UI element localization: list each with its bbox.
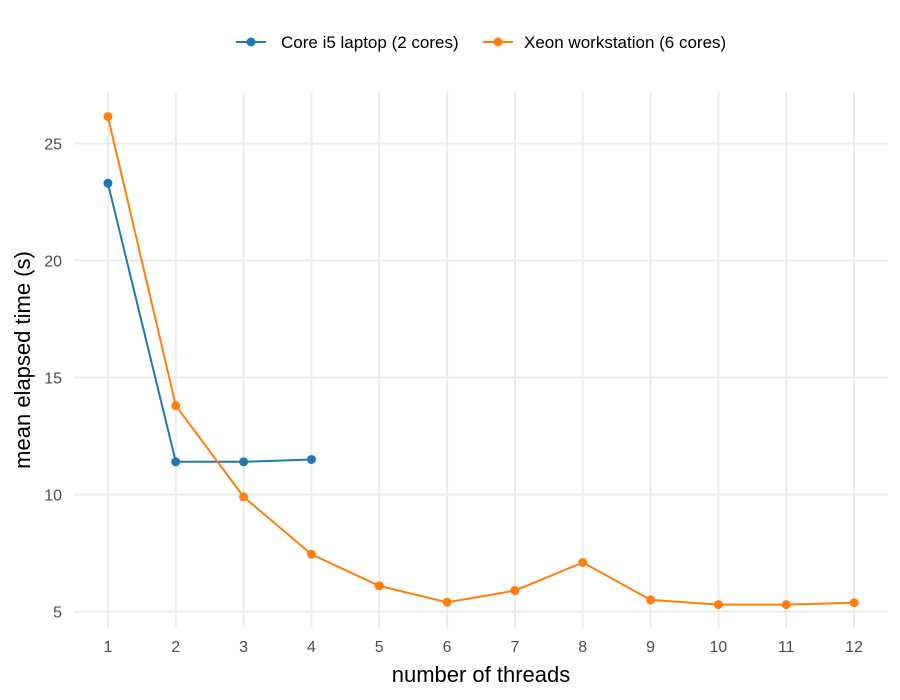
data-point [713,600,723,610]
legend-key-point [246,37,256,47]
series-line [106,116,855,606]
series-line [106,183,312,463]
data-point [646,595,656,605]
data-point [171,401,181,411]
y-tick-label: 10 [44,488,62,505]
data-point [781,600,791,610]
data-point [103,178,113,188]
x-tick-label: 2 [171,639,180,656]
data-point [171,457,181,467]
x-tick-label: 12 [845,639,863,656]
data-point [239,457,249,467]
x-tick-label: 11 [778,639,795,656]
x-tick-label: 9 [646,639,655,656]
data-point [103,112,113,122]
legend-label: Core i5 laptop (2 cores) [281,33,459,52]
x-gridlines [106,92,856,628]
legend: Core i5 laptop (2 cores) Xeon workstation… [236,33,726,52]
series-2 [103,112,859,610]
legend-label: Xeon workstation (6 cores) [524,33,726,52]
data-point [374,581,384,591]
data-point [306,549,316,559]
data-point [442,597,452,607]
y-axis-ticks: 5 10 15 20 25 [44,136,62,621]
x-tick-label: 1 [103,639,112,656]
y-tick-label: 20 [44,254,62,271]
legend-item-1: Core i5 laptop (2 cores) [236,33,459,52]
x-tick-label: 8 [578,639,587,656]
x-tick-label: 6 [443,639,452,656]
x-tick-label: 3 [239,639,248,656]
data-point [578,557,588,567]
legend-key-point [493,37,503,47]
y-gridlines [74,142,888,613]
y-tick-label: 5 [53,605,62,622]
series-1 [103,178,316,467]
data-point [239,492,249,502]
y-tick-label: 25 [44,136,62,153]
x-axis-title: number of threads [392,662,571,687]
data-point [849,598,859,608]
legend-item-2: Xeon workstation (6 cores) [483,33,726,52]
x-tick-label: 7 [510,639,519,656]
y-axis-title: mean elapsed time (s) [10,251,35,469]
x-tick-label: 10 [710,639,728,656]
data-point [510,586,520,596]
y-tick-label: 15 [44,371,62,388]
x-axis-ticks: 1 2 3 4 5 6 7 8 9 10 11 12 [103,639,863,656]
series-layer [103,112,859,610]
data-point [306,454,316,464]
x-tick-label: 5 [375,639,384,656]
x-tick-label: 4 [307,639,316,656]
